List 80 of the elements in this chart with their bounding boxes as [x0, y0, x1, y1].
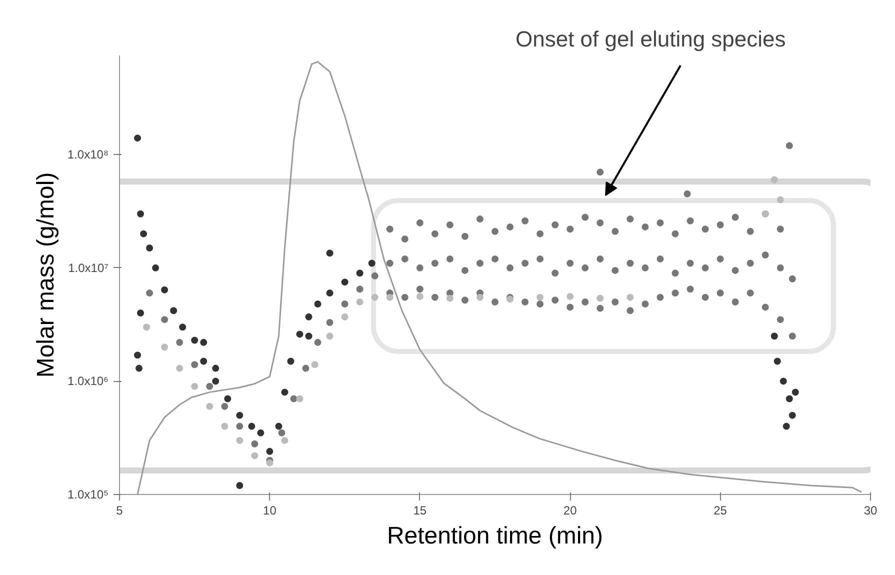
y-tick-label: 1.0x10⁶	[68, 374, 109, 388]
point	[137, 210, 144, 218]
y-tick-label: 1.0x10⁵	[67, 488, 109, 502]
point	[248, 422, 256, 430]
point	[416, 292, 424, 300]
point	[281, 436, 288, 444]
point	[281, 388, 288, 396]
point	[236, 482, 244, 490]
point	[251, 452, 258, 460]
point	[161, 286, 168, 294]
x-tick-label: 10	[263, 504, 277, 518]
point	[371, 294, 378, 301]
point	[224, 395, 232, 402]
point	[314, 300, 322, 308]
point	[191, 336, 198, 344]
x-tick-label: 15	[413, 504, 427, 518]
point	[134, 352, 142, 359]
point	[788, 412, 796, 419]
point	[296, 330, 304, 338]
point	[476, 294, 484, 301]
point	[236, 412, 244, 419]
point	[776, 196, 784, 204]
point	[326, 332, 334, 340]
x-axis-title: Retention time (min)	[386, 522, 604, 550]
point	[326, 250, 334, 257]
point	[311, 361, 318, 368]
point	[368, 260, 376, 267]
x-tick-label: 30	[864, 504, 878, 518]
point	[200, 338, 208, 346]
point	[136, 364, 143, 372]
x-tick-label: 25	[714, 504, 728, 518]
point	[596, 294, 604, 302]
point	[792, 388, 799, 396]
point	[770, 176, 778, 184]
point	[140, 230, 148, 238]
point	[275, 422, 282, 430]
y-tick-label: 1.0x10⁸	[67, 148, 108, 162]
x-tick-label: 5	[116, 504, 124, 518]
y-axis-title: Molar mass (g/mol)	[32, 172, 60, 378]
x-tick-label: 20	[563, 504, 578, 518]
point	[296, 395, 304, 402]
point	[134, 134, 142, 142]
point	[161, 344, 168, 351]
point	[212, 364, 220, 372]
point	[200, 358, 208, 365]
point	[305, 332, 312, 340]
text: Onset of gel eluting species	[516, 26, 786, 52]
point	[143, 324, 150, 331]
point	[566, 292, 574, 300]
point	[356, 298, 364, 306]
point	[341, 313, 348, 320]
point	[446, 294, 454, 302]
point	[212, 378, 220, 385]
point	[137, 310, 144, 316]
point	[179, 324, 186, 331]
point	[257, 429, 264, 436]
point	[774, 358, 781, 365]
point	[266, 448, 274, 455]
point	[152, 264, 160, 272]
point	[536, 294, 544, 301]
point	[305, 313, 312, 320]
point	[206, 402, 214, 410]
point	[786, 395, 793, 402]
point	[221, 422, 228, 430]
point	[176, 364, 184, 372]
y-tick-label: 1.0x10⁷	[68, 260, 109, 275]
point	[191, 382, 198, 390]
point	[236, 436, 244, 444]
point	[386, 294, 394, 301]
point	[341, 278, 348, 286]
point	[770, 332, 778, 340]
point	[266, 459, 274, 466]
point	[146, 244, 154, 252]
point	[170, 307, 178, 314]
point	[782, 422, 790, 430]
point	[356, 270, 364, 277]
point	[287, 358, 294, 365]
point	[780, 378, 787, 385]
point	[326, 290, 334, 297]
point	[626, 294, 634, 301]
